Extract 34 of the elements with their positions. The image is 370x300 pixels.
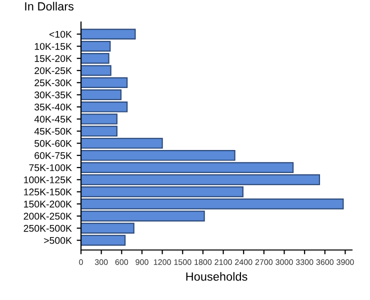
y-tick-label: 35K-40K — [34, 104, 72, 111]
y-tick-label: 60K-75K — [34, 152, 72, 160]
y-tick-label: 40K-45K — [34, 116, 72, 123]
y-tick-label: 75K-100K — [29, 164, 72, 172]
x-tick-label: 2100 — [214, 259, 232, 265]
x-tick-label: 900 — [136, 259, 148, 265]
x-tick-label: 3900 — [336, 259, 354, 265]
x-tick-label: 1200 — [154, 259, 171, 265]
y-tick-label: 100K-125K — [24, 176, 72, 184]
y-tick-label: >500K — [44, 237, 72, 244]
y-tick-label: 20K-25K — [34, 67, 72, 74]
y-tick-label: 45K-50K — [34, 128, 72, 135]
y-tick-label: 200K-250K — [24, 212, 72, 220]
y-tick-label: 10K-15K — [34, 42, 72, 50]
x-tick-label: 3300 — [296, 259, 314, 265]
y-tick-label: 150K-200K — [24, 200, 72, 208]
y-axis-title: In Dollars — [25, 2, 74, 11]
x-tick-label: 3600 — [316, 259, 334, 265]
y-tick-label: 50K-60K — [34, 140, 72, 147]
y-tick-label: 30K-35K — [34, 92, 72, 98]
x-tick-label: 600 — [115, 259, 128, 265]
x-tick-label: 2400 — [235, 259, 252, 265]
x-tick-label: 1800 — [194, 259, 212, 265]
y-tick-label: 15K-20K — [34, 55, 72, 62]
x-tick-label: 2700 — [255, 259, 273, 265]
y-tick-label: 250K-500K — [24, 224, 72, 232]
y-tick-label: 25K-30K — [34, 79, 72, 86]
x-tick-label: 1500 — [174, 259, 192, 265]
x-tick-label: 300 — [94, 259, 108, 265]
x-axis-title: Households — [186, 272, 248, 281]
y-tick-label: 125K-150K — [24, 188, 72, 196]
x-tick-label: 0 — [79, 259, 83, 265]
y-tick-label: <10K — [49, 30, 72, 38]
x-tick-label: 3000 — [276, 259, 293, 265]
